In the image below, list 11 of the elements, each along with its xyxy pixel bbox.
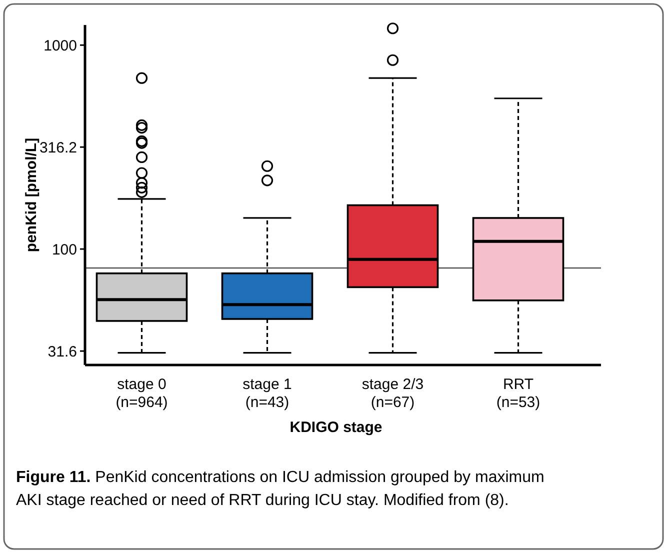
y-tick-label: 31.6 bbox=[48, 343, 77, 360]
y-tick-label: 316.2 bbox=[39, 139, 77, 156]
x-axis-title: KDIGO stage bbox=[290, 419, 382, 436]
y-tick-label: 1000 bbox=[44, 37, 77, 54]
x-tick-label: stage 1 (n=43) bbox=[242, 376, 292, 411]
x-tick-label: stage 0 (n=964) bbox=[116, 376, 168, 411]
x-tick-label: stage 2/3 (n=67) bbox=[362, 376, 424, 411]
y-axis-title: penKid [pmol/L] bbox=[23, 138, 40, 252]
text: Figure 11. PenKid concentrations on ICU admission grouped by maximum AKI stage reached or need of RRT during ICU stay. Modified from (8). bbox=[16, 469, 544, 509]
x-tick-label: RRT (n=53) bbox=[496, 376, 540, 411]
y-tick-label: 100 bbox=[52, 241, 77, 258]
